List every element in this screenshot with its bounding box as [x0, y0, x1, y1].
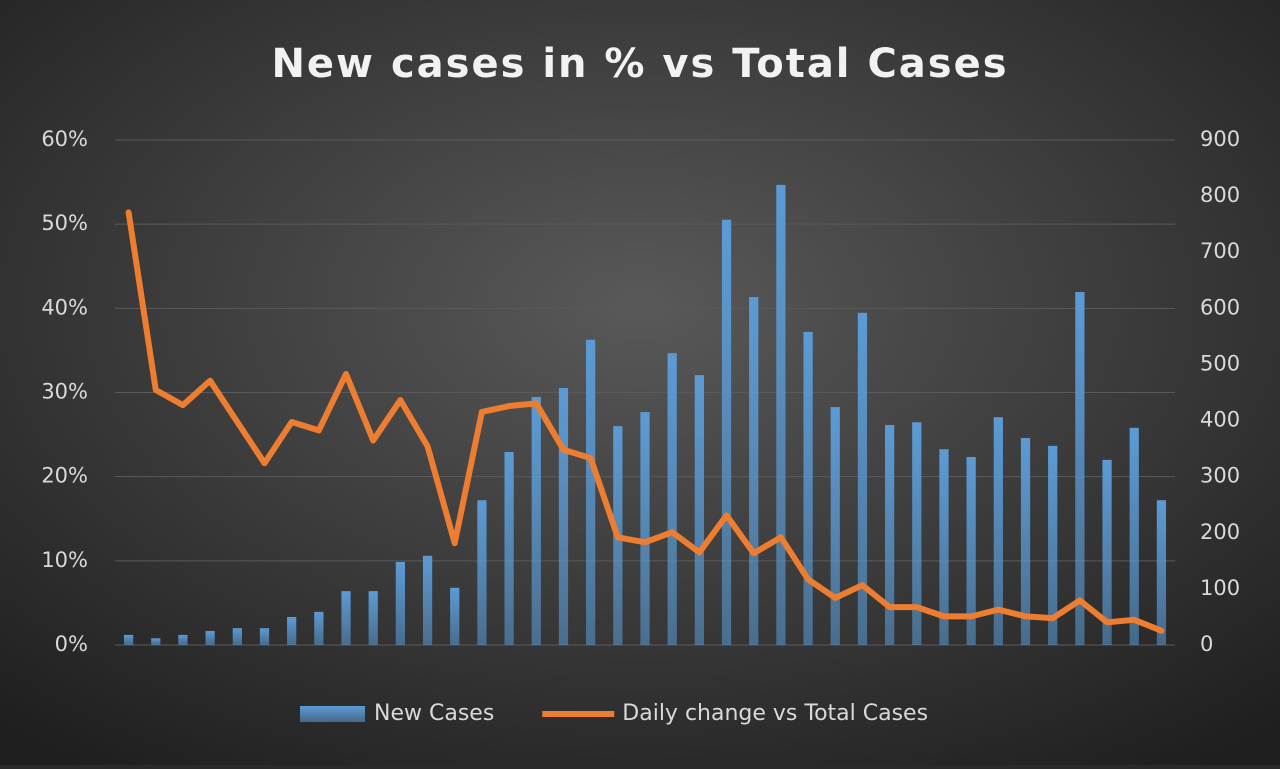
bar [939, 449, 949, 645]
bar [368, 591, 378, 645]
bar [259, 628, 270, 645]
bar [123, 634, 134, 645]
bar [1020, 437, 1031, 645]
y2-tick-label: 500 [1200, 351, 1240, 375]
bar [586, 339, 596, 645]
y2-tick-label: 200 [1200, 520, 1240, 544]
y2-tick-label: 100 [1200, 576, 1240, 600]
bar [857, 312, 868, 645]
bar [477, 500, 487, 645]
bar [667, 353, 677, 645]
bar [314, 611, 324, 645]
bar [749, 297, 759, 645]
y-tick-label: 60% [41, 127, 88, 151]
legend-label: Daily change vs Total Cases [622, 701, 928, 726]
bar [884, 425, 895, 645]
y-tick-label: 0% [55, 632, 88, 656]
bar [287, 616, 297, 645]
bar [993, 417, 1003, 645]
y-tick-label: 40% [41, 295, 88, 319]
y2-tick-label: 600 [1200, 295, 1240, 319]
bar [151, 638, 161, 645]
bar [205, 630, 215, 645]
bar [1048, 445, 1058, 645]
y2-tick-label: 900 [1200, 127, 1240, 151]
bar [694, 375, 704, 645]
y2-tick-label: 700 [1200, 239, 1240, 263]
y-tick-label: 20% [41, 464, 88, 488]
y2-tick-label: 400 [1200, 408, 1240, 432]
y-tick-label: 50% [41, 211, 88, 235]
bar [912, 422, 922, 645]
legend-label: New Cases [374, 701, 494, 726]
y2-tick-label: 800 [1200, 183, 1240, 207]
bar [178, 634, 188, 645]
legend-swatch [300, 706, 365, 722]
line [125, 209, 1165, 634]
bar [803, 331, 813, 645]
bar [966, 457, 976, 645]
bar [504, 451, 514, 645]
y-tick-label: 10% [41, 548, 88, 572]
bar [1156, 500, 1167, 645]
chart-title: New cases in % vs Total Cases [271, 41, 1008, 87]
bar [1102, 459, 1112, 645]
bar [232, 628, 242, 645]
bar [830, 407, 840, 645]
y2-tick-label: 0 [1200, 632, 1213, 656]
y-tick-label: 30% [41, 380, 88, 404]
bar [395, 561, 406, 645]
bar [640, 412, 650, 645]
bar [776, 184, 786, 645]
bar [558, 388, 569, 645]
bar [531, 396, 541, 645]
bar [341, 591, 351, 645]
bar [450, 587, 460, 645]
bar [422, 555, 433, 645]
bar [1129, 427, 1139, 645]
bar [1075, 292, 1085, 645]
bar [721, 219, 732, 645]
y2-tick-label: 300 [1200, 464, 1240, 488]
